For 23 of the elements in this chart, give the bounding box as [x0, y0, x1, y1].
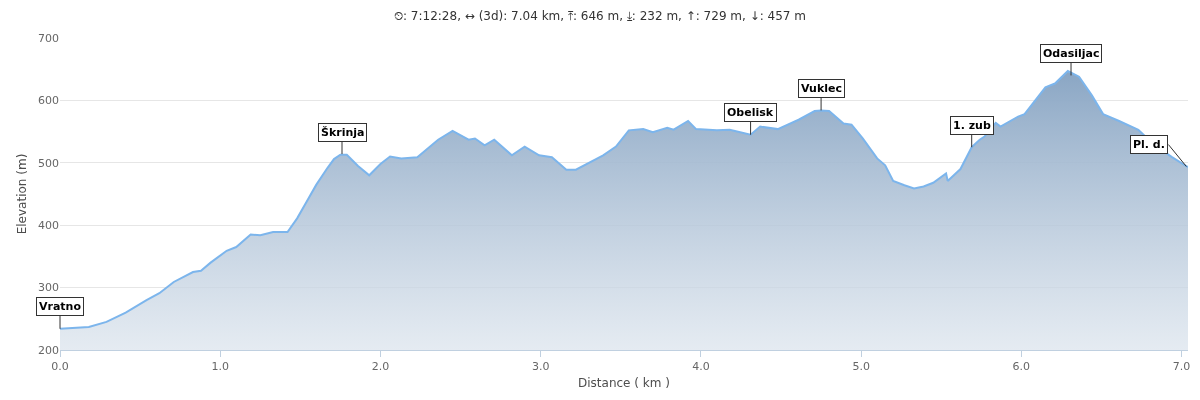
x-tick-label: 5.0 — [852, 360, 870, 374]
annotation: Vratno — [39, 300, 82, 313]
annotation: Vuklec — [801, 82, 843, 95]
x-tick-label: 0.0 — [51, 360, 69, 374]
chart-title: ⏲: 7:12:28, ↔ (3d): 7.04 km, ⤒: 646 m, ⤓: 232 m, ↑: 729 m, ↓: 457 m — [394, 9, 806, 24]
annotation: Odasiljac — [1043, 47, 1100, 60]
x-tick-label: 2.0 — [371, 360, 390, 374]
annotation: Obelisk — [727, 106, 774, 119]
x-axis-title: Distance ( km ) — [578, 376, 670, 391]
y-tick-label: 300 — [38, 281, 59, 295]
y-tick-label: 600 — [38, 94, 59, 108]
y-axis-title: Elevation (m) — [15, 153, 30, 235]
annotation: Škrinja — [321, 126, 365, 139]
annotation: 1. zub — [953, 119, 991, 132]
x-tick-label: 1.0 — [211, 360, 229, 374]
x-tick-label: 3.0 — [531, 360, 550, 374]
y-tick-label: 400 — [38, 219, 59, 233]
y-tick-label: 700 — [38, 31, 59, 45]
y-tick-label: 200 — [38, 343, 59, 357]
y-tick-label: 500 — [38, 156, 59, 170]
x-tick-label: 7.0 — [1172, 360, 1191, 374]
x-tick-label: 4.0 — [692, 360, 710, 374]
x-tick-label: 6.0 — [1012, 360, 1031, 374]
